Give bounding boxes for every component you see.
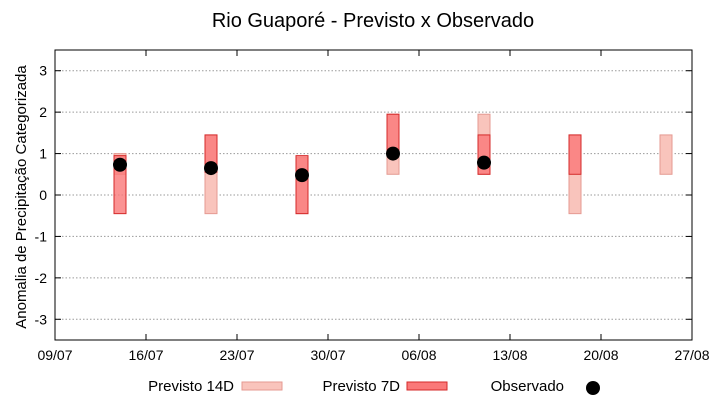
y-tick-label: 1 xyxy=(39,146,47,162)
x-tick-label: 30/07 xyxy=(310,347,345,363)
y-axis-label: Anomalia de Precipitação Categorizada xyxy=(13,65,30,329)
observed-point xyxy=(295,168,309,183)
observed-point xyxy=(386,146,400,161)
x-tick-label: 16/07 xyxy=(128,347,163,363)
range-bar-7d xyxy=(568,134,582,175)
x-tick-label: 20/08 xyxy=(583,347,618,363)
observed-point xyxy=(204,161,218,176)
legend-swatch-7d xyxy=(406,381,448,391)
legend: Previsto 14D Previsto 7D Observado xyxy=(148,378,600,395)
y-tick-label: -2 xyxy=(35,270,48,286)
x-axis-ticks: 09/07 16/07 23/07 30/07 06/08 13/08 20/08 27/08 xyxy=(37,50,710,363)
series-previsto-7d xyxy=(113,113,582,215)
legend-label-7d: Previsto 7D xyxy=(322,378,400,395)
x-tick-label: 09/07 xyxy=(37,347,72,363)
grid-lines xyxy=(55,70,692,320)
chart-title: Rio Guaporé - Previsto x Observado xyxy=(212,10,534,32)
y-tick-label: -1 xyxy=(35,228,48,244)
observed-point xyxy=(477,155,491,170)
range-bar-7d xyxy=(295,155,309,215)
legend-label-14d: Previsto 14D xyxy=(148,378,234,395)
y-tick-label: 3 xyxy=(39,63,47,79)
legend-swatch-14d xyxy=(241,381,283,391)
y-tick-label: 0 xyxy=(39,187,47,203)
x-tick-label: 06/08 xyxy=(401,347,436,363)
series-observado xyxy=(113,146,491,183)
plot-frame xyxy=(54,49,693,341)
observed-point xyxy=(113,157,127,172)
legend-marker-observado xyxy=(586,381,600,395)
legend-label-observado: Observado xyxy=(491,378,564,395)
x-tick-label: 23/07 xyxy=(219,347,254,363)
y-tick-label: -3 xyxy=(35,311,48,327)
x-tick-label: 27/08 xyxy=(674,347,709,363)
y-axis-ticks: -3 -2 -1 0 1 2 3 xyxy=(35,63,692,327)
x-tick-label: 13/08 xyxy=(492,347,527,363)
y-tick-label: 2 xyxy=(39,104,47,120)
range-bar-14d xyxy=(659,134,673,175)
